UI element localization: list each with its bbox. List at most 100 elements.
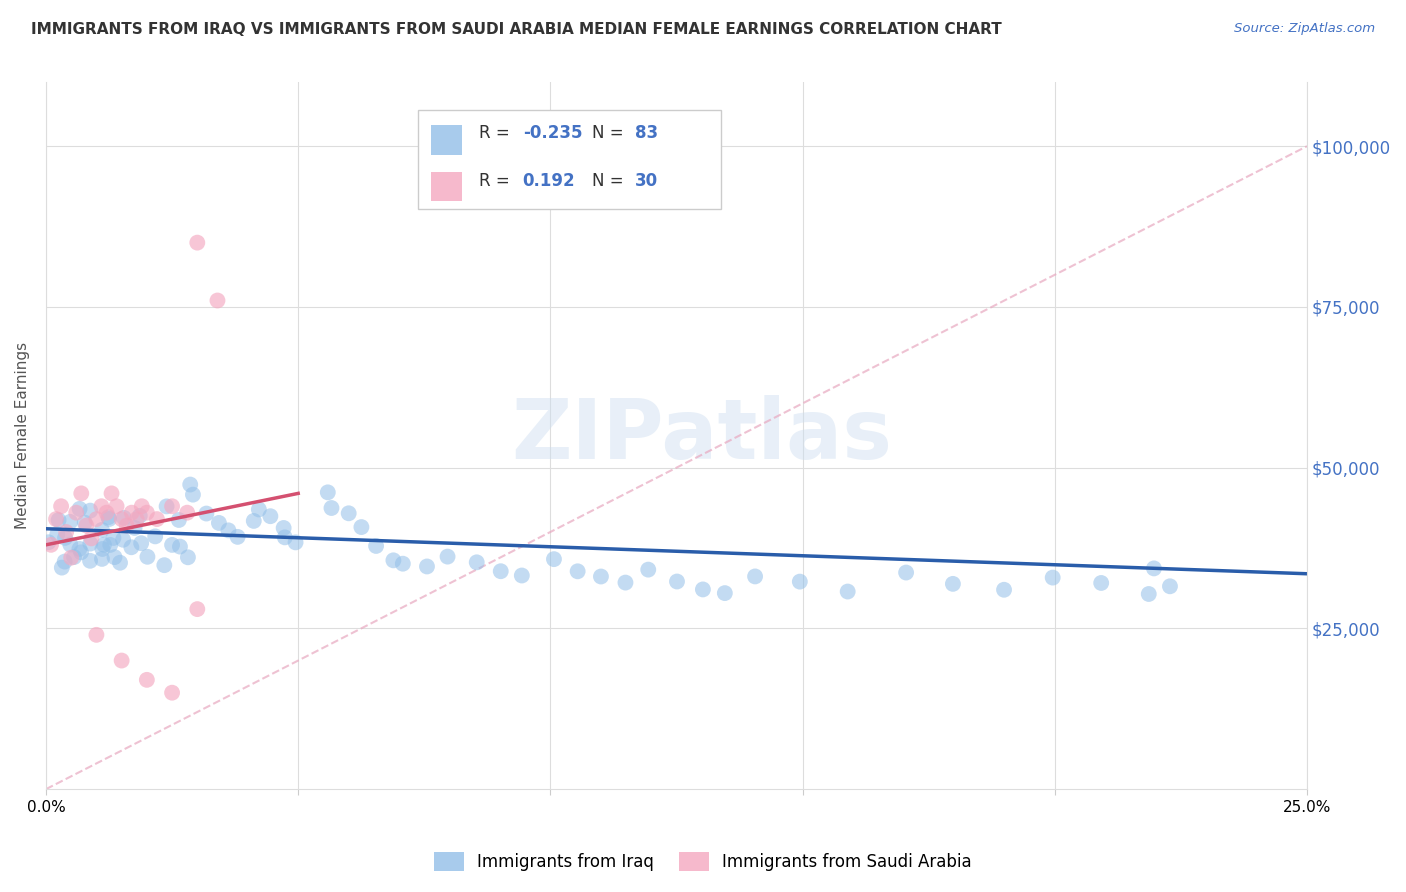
Point [115, 518, 138, 533]
Point [70, 486, 93, 500]
Point [103, 531, 125, 545]
Point [53, 555, 76, 569]
Point [321, 501, 343, 516]
Point [744, 569, 766, 583]
Point [100, 486, 122, 500]
Point [63, 550, 86, 565]
Point [125, 512, 148, 526]
Point [1042, 571, 1064, 585]
Point [226, 530, 249, 544]
Point [60, 550, 83, 565]
Point [136, 549, 159, 564]
Point [1137, 587, 1160, 601]
Point [112, 511, 135, 525]
Point [273, 521, 295, 535]
Text: N =: N = [592, 124, 628, 142]
Point [382, 553, 405, 567]
Point [392, 557, 415, 571]
Point [176, 506, 198, 520]
Point [135, 506, 157, 520]
Point [589, 569, 612, 583]
FancyBboxPatch shape [430, 125, 463, 154]
Point [79, 554, 101, 568]
Text: -0.235: -0.235 [523, 124, 582, 142]
Point [714, 586, 737, 600]
Point [96, 506, 118, 520]
Point [153, 558, 176, 573]
Point [93, 538, 115, 552]
Point [169, 540, 191, 554]
Point [160, 686, 183, 700]
Point [543, 552, 565, 566]
Point [894, 566, 917, 580]
Point [79, 503, 101, 517]
Point [510, 568, 533, 582]
Point [120, 541, 142, 555]
Point [1159, 579, 1181, 593]
Point [53, 531, 76, 545]
Point [167, 513, 190, 527]
Point [195, 507, 218, 521]
Point [98, 538, 121, 552]
Point [46, 527, 69, 541]
Point [91, 541, 114, 556]
Point [90, 500, 112, 514]
Point [465, 555, 488, 569]
Text: IMMIGRANTS FROM IRAQ VS IMMIGRANTS FROM SAUDI ARABIA MEDIAN FEMALE EARNINGS CORR: IMMIGRANTS FROM IRAQ VS IMMIGRANTS FROM … [31, 22, 1001, 37]
Point [121, 506, 143, 520]
Point [436, 549, 458, 564]
Text: 83: 83 [636, 124, 658, 142]
Point [489, 564, 512, 578]
Point [97, 510, 120, 524]
Point [86, 628, 108, 642]
Text: 30: 30 [636, 172, 658, 191]
Point [179, 477, 201, 491]
Point [98, 512, 121, 526]
Point [837, 584, 859, 599]
Point [160, 500, 183, 514]
Point [1090, 576, 1112, 591]
Legend: Immigrants from Iraq, Immigrants from Saudi Arabia: Immigrants from Iraq, Immigrants from Sa… [426, 843, 980, 880]
Point [567, 564, 589, 578]
Point [129, 536, 152, 550]
Point [1143, 561, 1166, 575]
Point [112, 533, 135, 547]
Point [131, 500, 153, 514]
Point [80, 532, 103, 546]
Point [789, 574, 811, 589]
Point [111, 512, 134, 526]
FancyBboxPatch shape [430, 171, 463, 202]
Point [186, 235, 208, 250]
Point [70, 545, 93, 559]
Point [942, 577, 965, 591]
Point [49, 500, 72, 514]
Text: R =: R = [478, 124, 515, 142]
Point [73, 516, 96, 530]
Point [350, 520, 373, 534]
Point [59, 515, 82, 529]
Point [259, 509, 281, 524]
Point [146, 512, 169, 526]
Text: 0.192: 0.192 [523, 172, 575, 191]
Point [65, 506, 87, 520]
Point [186, 602, 208, 616]
Text: ZIPatlas: ZIPatlas [512, 395, 893, 476]
Point [48, 513, 70, 527]
Point [91, 552, 114, 566]
Point [51, 560, 73, 574]
Point [90, 523, 112, 537]
Point [124, 521, 146, 535]
Point [111, 654, 134, 668]
Point [181, 488, 204, 502]
Point [208, 516, 231, 530]
Point [364, 539, 387, 553]
Point [103, 550, 125, 565]
Y-axis label: Median Female Earnings: Median Female Earnings [15, 342, 30, 529]
Point [274, 530, 297, 544]
Point [37, 535, 59, 549]
Point [284, 535, 307, 549]
Point [55, 524, 77, 539]
Point [69, 502, 91, 516]
Point [39, 538, 62, 552]
Point [247, 502, 270, 516]
